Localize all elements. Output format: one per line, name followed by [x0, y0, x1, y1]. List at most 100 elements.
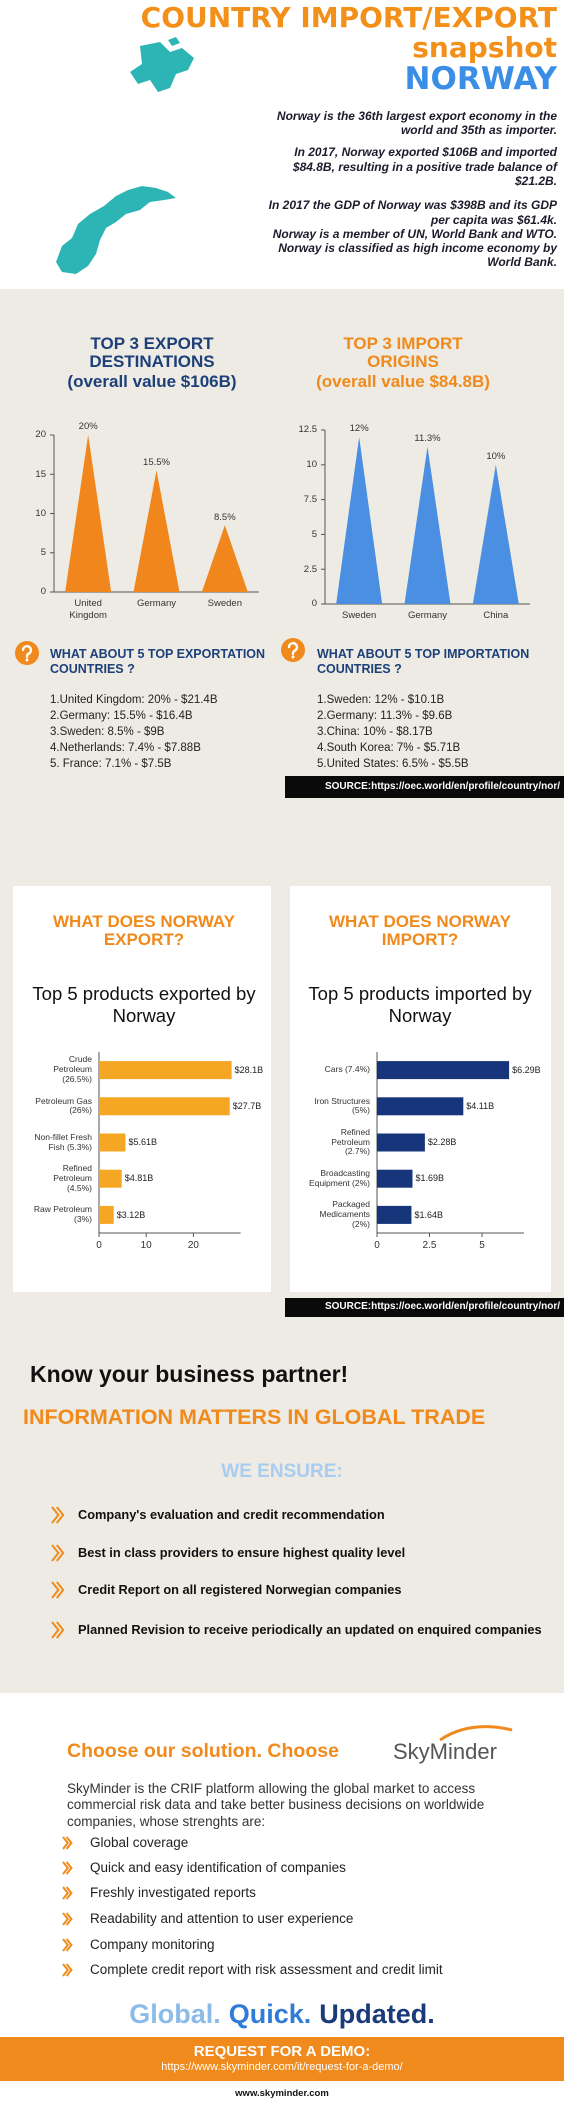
intro-text: In 2017 the GDP of Norway was $398B and … [268, 197, 557, 212]
question-icon [25, 658, 29, 662]
data-label: $6.29B [512, 1064, 541, 1075]
heading: Know your business partner! [30, 1361, 349, 1388]
footer: www.skyminder.com [235, 2088, 329, 2100]
bar [377, 1205, 412, 1224]
intro-text: In 2017, Norway exported $106B and impor… [294, 144, 557, 159]
logo-arc [439, 1725, 513, 1742]
title: COUNTRY IMPORT/EXPORT [140, 1, 557, 35]
y-tick-label: Crude Petroleum (26.5%) [53, 1054, 92, 1084]
question-icon [287, 641, 299, 656]
data-label: $1.64B [414, 1209, 443, 1220]
bar [201, 525, 248, 592]
x-tick-label: 2.5 [422, 1240, 437, 1251]
chart-subtitle: (overall value $106B) [67, 371, 237, 391]
intro-text: Norway is classified as high income econ… [278, 240, 557, 255]
data-label: $4.11B [466, 1100, 495, 1111]
x-tick-label: China [483, 610, 509, 622]
list-item: 3.Sweden: 8.5% - $9B [50, 726, 165, 739]
data-label: $3.12B [116, 1209, 146, 1220]
y-tick-label: Refined Petroleum (4.5%) [53, 1163, 92, 1193]
chart-subtitle: (overall value $84.8B) [316, 371, 490, 391]
x-tick-label: 5 [479, 1240, 485, 1251]
x-tick-label: Sweden [207, 598, 242, 610]
chevron-icon [65, 1912, 73, 1926]
y-tick-label: Raw Petroleum (3%) [33, 1204, 92, 1224]
intro-text: Norway is a member of UN, World Bank and… [272, 226, 557, 241]
chart-subtitle: Top 5 products imported by Norway [308, 983, 532, 1026]
cta-banner [0, 2037, 564, 2081]
chevron-icon [56, 1544, 65, 1562]
data-label: 15.5% [143, 456, 170, 468]
chart-title: WHAT DOES NORWAY EXPORT? [53, 911, 235, 950]
x-tick-label: Germany [136, 598, 177, 610]
card [290, 886, 551, 1292]
country: NORWAY [404, 61, 557, 98]
chevron-icon [65, 1886, 73, 1900]
y-tick-label: Cars (7.4%) [324, 1064, 370, 1075]
tagline-word: Global. [129, 1999, 221, 2029]
section-title: WE ENSURE: [221, 1460, 343, 1482]
ensure-item: Credit Report on all registered Norwegia… [78, 1582, 402, 1598]
data-label: $1.69B [415, 1173, 445, 1184]
strength-item: Quick and easy identification of compani… [90, 1859, 346, 1875]
data-label: $28.1B [234, 1064, 264, 1075]
ensure-item: Planned Revision to receive periodically… [78, 1622, 542, 1638]
y-tick-label: Iron Structures (5%) [314, 1095, 370, 1116]
chevron-icon [51, 1581, 60, 1599]
chevron-icon [51, 1506, 60, 1524]
chart-subtitle: Top 5 products exported by Norway [32, 983, 256, 1026]
list-item: 2.Germany: 11.3% - $9.6B [317, 710, 453, 723]
strength-item: Company monitoring [90, 1936, 215, 1952]
list-item: 2.Germany: 15.5% - $16.4B [50, 710, 193, 723]
list-item: 3.China: 10% - $8.17B [317, 726, 433, 739]
source-bar [285, 1298, 564, 1317]
y-tick-label: 2.5 [303, 563, 317, 575]
intro-text: per capita was $61.4k. [430, 212, 557, 227]
intro-text: world and 35th as importer. [400, 122, 557, 137]
data-label: $5.61B [128, 1137, 157, 1148]
list-item: 5. France: 7.1% - $7.5B [50, 758, 172, 771]
svalbard-map [130, 37, 194, 92]
bar [377, 1097, 464, 1116]
chart-title: TOP 3 EXPORT DESTINATIONS [89, 333, 215, 372]
bar [99, 1061, 232, 1080]
question-icon [281, 638, 305, 662]
tagline-word: Updated. [319, 1999, 435, 2029]
intro-text: World Bank. [487, 254, 557, 269]
subheading: INFORMATION MATTERS IN GLOBAL TRADE [23, 1405, 486, 1430]
y-tick-label: 0 [311, 598, 317, 610]
y-tick-label: 12.5 [298, 424, 318, 436]
chevron-icon [65, 1963, 73, 1977]
x-tick-label: 10 [140, 1240, 152, 1251]
cta-title: REQUEST FOR A DEMO: [193, 2043, 371, 2060]
data-label: $2.28B [427, 1137, 457, 1148]
ensure-item: Company's evaluation and credit recommen… [78, 1507, 385, 1523]
data-label: 11.3% [414, 433, 441, 444]
ensure-item: Best in class providers to ensure highes… [78, 1545, 406, 1561]
list-item: 1.Sweden: 12% - $10.1B [317, 694, 445, 707]
data-label: $4.81B [124, 1173, 154, 1184]
y-tick-label: 20 [35, 429, 46, 441]
question: WHAT ABOUT 5 TOP IMPORTATION COUNTRIES ? [317, 646, 530, 676]
list-item: 5.United States: 6.5% - $5.5B [317, 758, 469, 771]
chevron-icon [65, 1938, 73, 1952]
y-tick-label: 10 [306, 459, 317, 471]
source-bar [285, 776, 564, 798]
x-tick-label: Sweden [341, 610, 377, 622]
card [13, 886, 271, 1292]
y-tick-label: Refined Petroleum (2.7%) [331, 1126, 370, 1157]
chevron-icon [62, 1912, 70, 1926]
y-tick-label: 7.5 [303, 493, 317, 505]
question-icon [15, 641, 39, 665]
intro-text: $84.8B, resulting in a positive trade ba… [292, 159, 557, 174]
chart-title: TOP 3 IMPORT ORIGINS [343, 333, 463, 372]
tagline: Global. Quick. Updated. [0, 1998, 564, 2030]
y-tick-label: Petroleum Gas (26%) [35, 1095, 92, 1116]
y-tick-label: 5 [40, 547, 46, 559]
strength-item: Freshly investigated reports [90, 1884, 256, 1900]
data-label: 20% [78, 421, 98, 433]
chevron-icon [51, 1621, 60, 1639]
heading: Choose our solution. Choose [67, 1740, 339, 1763]
